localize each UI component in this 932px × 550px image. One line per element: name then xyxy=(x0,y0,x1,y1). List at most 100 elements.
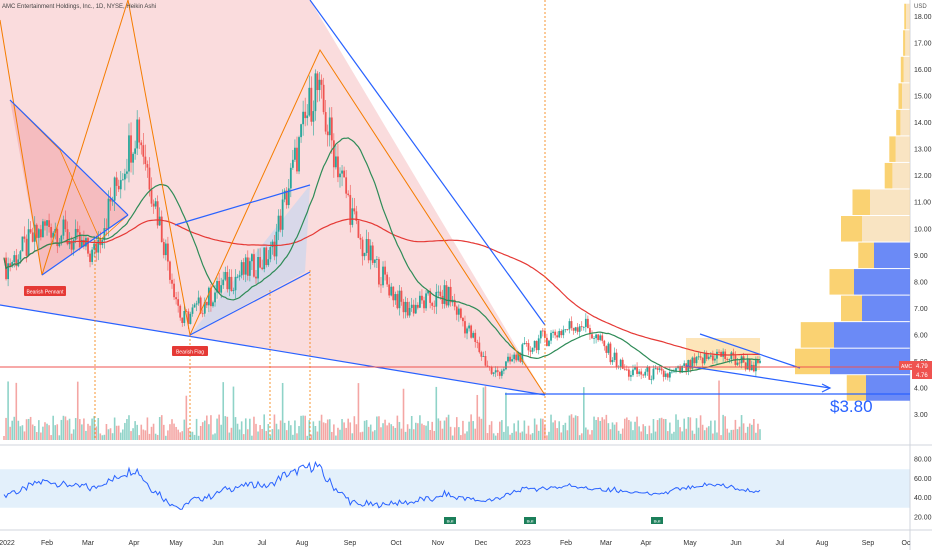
volume-bar xyxy=(406,424,409,440)
candle-body xyxy=(115,177,118,186)
volume-bar xyxy=(160,415,163,440)
candle-body xyxy=(623,368,626,370)
candle-body xyxy=(513,354,516,360)
candle-body xyxy=(701,357,704,364)
candle-body xyxy=(603,340,606,347)
candle-body xyxy=(226,272,229,290)
volume-bar xyxy=(265,431,268,440)
candle-body xyxy=(85,238,87,247)
volume-bar xyxy=(681,431,683,440)
candle-body xyxy=(214,292,216,303)
bearish-flag-tag[interactable] xyxy=(172,346,208,356)
volume-bar xyxy=(232,386,235,440)
volume-bar xyxy=(415,422,417,440)
volume-profile-bar-secondary xyxy=(904,3,906,30)
candle-body xyxy=(646,367,649,372)
volume-profile-bar xyxy=(866,375,910,401)
candle-body xyxy=(29,229,32,233)
volume-profile-bar-secondary xyxy=(795,348,830,375)
candle-body xyxy=(390,286,393,296)
volume-bar xyxy=(710,420,712,440)
volume-bar xyxy=(568,415,571,440)
volume-bar xyxy=(277,429,280,440)
volume-bar xyxy=(269,435,272,440)
volume-bar xyxy=(488,424,491,440)
volume-bar xyxy=(302,415,304,440)
volume-bar xyxy=(738,426,741,440)
candle-body xyxy=(255,276,257,279)
candle-body xyxy=(687,360,690,371)
candle-body xyxy=(552,331,554,333)
volume-bar xyxy=(238,429,241,440)
volume-bar xyxy=(521,431,524,440)
volume-bar xyxy=(656,420,659,440)
candle-body xyxy=(162,242,165,256)
candle-body xyxy=(607,343,610,353)
candle-body xyxy=(76,228,79,233)
volume-bar xyxy=(748,423,751,440)
volume-bar xyxy=(560,432,563,440)
time-axis[interactable]: 2022 Feb Mar Apr May Jun Jul Aug Sep Oct Nov Dec 202… xyxy=(0,540,911,547)
candle-body xyxy=(222,279,225,286)
candle-body xyxy=(550,332,552,341)
candle-body xyxy=(62,219,65,236)
time-tick-label: Jun xyxy=(212,540,223,547)
candle-body xyxy=(644,371,647,376)
volume-bar xyxy=(675,414,677,440)
volume-bar xyxy=(533,418,536,440)
volume-bar xyxy=(189,431,192,440)
volume-bar xyxy=(539,418,542,440)
volume-bar xyxy=(435,386,438,440)
candle-body xyxy=(697,356,700,358)
volume-bar xyxy=(138,435,141,440)
volume-bar xyxy=(87,423,89,440)
recent-upper-line xyxy=(699,333,801,369)
volume-profile-bar-secondary xyxy=(903,30,906,56)
volume-bar xyxy=(392,426,395,440)
volume-profile-bar-secondary xyxy=(800,322,834,348)
candle-body xyxy=(464,321,466,334)
candle-body xyxy=(337,156,339,178)
volume-profile-bar-secondary xyxy=(884,162,893,189)
volume-profile-bar-secondary xyxy=(852,189,870,215)
volume-bar xyxy=(720,435,722,440)
volume-bar xyxy=(462,420,464,440)
volume-bar xyxy=(355,424,358,440)
candle-body xyxy=(289,167,292,189)
candle-body xyxy=(158,216,161,226)
candle-body xyxy=(619,359,622,367)
volume-bar xyxy=(58,435,61,440)
candle-body xyxy=(615,352,618,367)
volume-bar xyxy=(369,424,372,440)
pennant-upper-line xyxy=(9,99,129,216)
volume-bar xyxy=(632,430,634,440)
volume-bar xyxy=(759,429,761,440)
candle-body xyxy=(89,253,91,262)
rsi-axis[interactable]: 80.00 60.00 40.00 20.00 xyxy=(914,457,932,522)
candle-body xyxy=(511,359,513,362)
volume-bar xyxy=(35,432,38,440)
candle-body xyxy=(443,285,446,304)
bearish-pennant-tag[interactable] xyxy=(24,286,66,296)
price-axis[interactable]: 18.00 17.00 16.00 15.00 14.00 13.00 12.00 11.00… xyxy=(914,14,932,419)
candle-body xyxy=(74,228,77,240)
price-tick-label: 6.00 xyxy=(914,332,928,339)
volume-bar xyxy=(171,419,173,440)
volume-bar xyxy=(17,420,20,440)
volume-bar xyxy=(695,418,698,440)
candle-body xyxy=(556,335,559,338)
zigzag-line xyxy=(0,0,546,396)
volume-bar xyxy=(699,415,702,440)
volume-bar xyxy=(290,425,292,440)
volume-bar xyxy=(312,421,315,440)
candle-body xyxy=(140,142,143,146)
volume-bar xyxy=(328,419,331,440)
candle-body xyxy=(634,366,636,370)
candle-body xyxy=(64,219,67,230)
volume-profile-bar-secondary xyxy=(898,83,902,109)
volume-bar xyxy=(175,426,177,440)
volume-bar xyxy=(689,417,692,440)
recent-lower-line xyxy=(685,365,831,389)
volume-bar xyxy=(580,433,583,440)
